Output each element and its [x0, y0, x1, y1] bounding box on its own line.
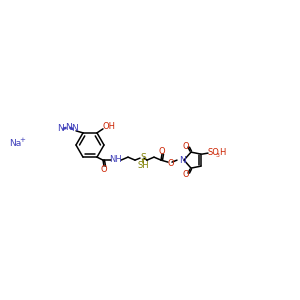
Text: O: O: [101, 165, 107, 174]
Text: S: S: [140, 153, 146, 162]
Text: O: O: [159, 147, 165, 156]
Text: SH: SH: [137, 160, 149, 169]
Text: O: O: [183, 169, 189, 178]
Text: O: O: [168, 159, 174, 168]
Text: N: N: [64, 123, 71, 132]
Text: OH: OH: [103, 122, 116, 131]
Text: SO: SO: [207, 148, 219, 157]
Text: H: H: [219, 148, 225, 157]
Text: O: O: [183, 142, 189, 151]
Text: NH: NH: [109, 154, 122, 164]
Text: N: N: [178, 156, 185, 165]
Text: N: N: [72, 124, 78, 134]
Text: +: +: [19, 137, 25, 143]
Text: N: N: [58, 124, 64, 134]
Text: 3: 3: [216, 153, 220, 158]
Text: Na: Na: [9, 139, 21, 148]
